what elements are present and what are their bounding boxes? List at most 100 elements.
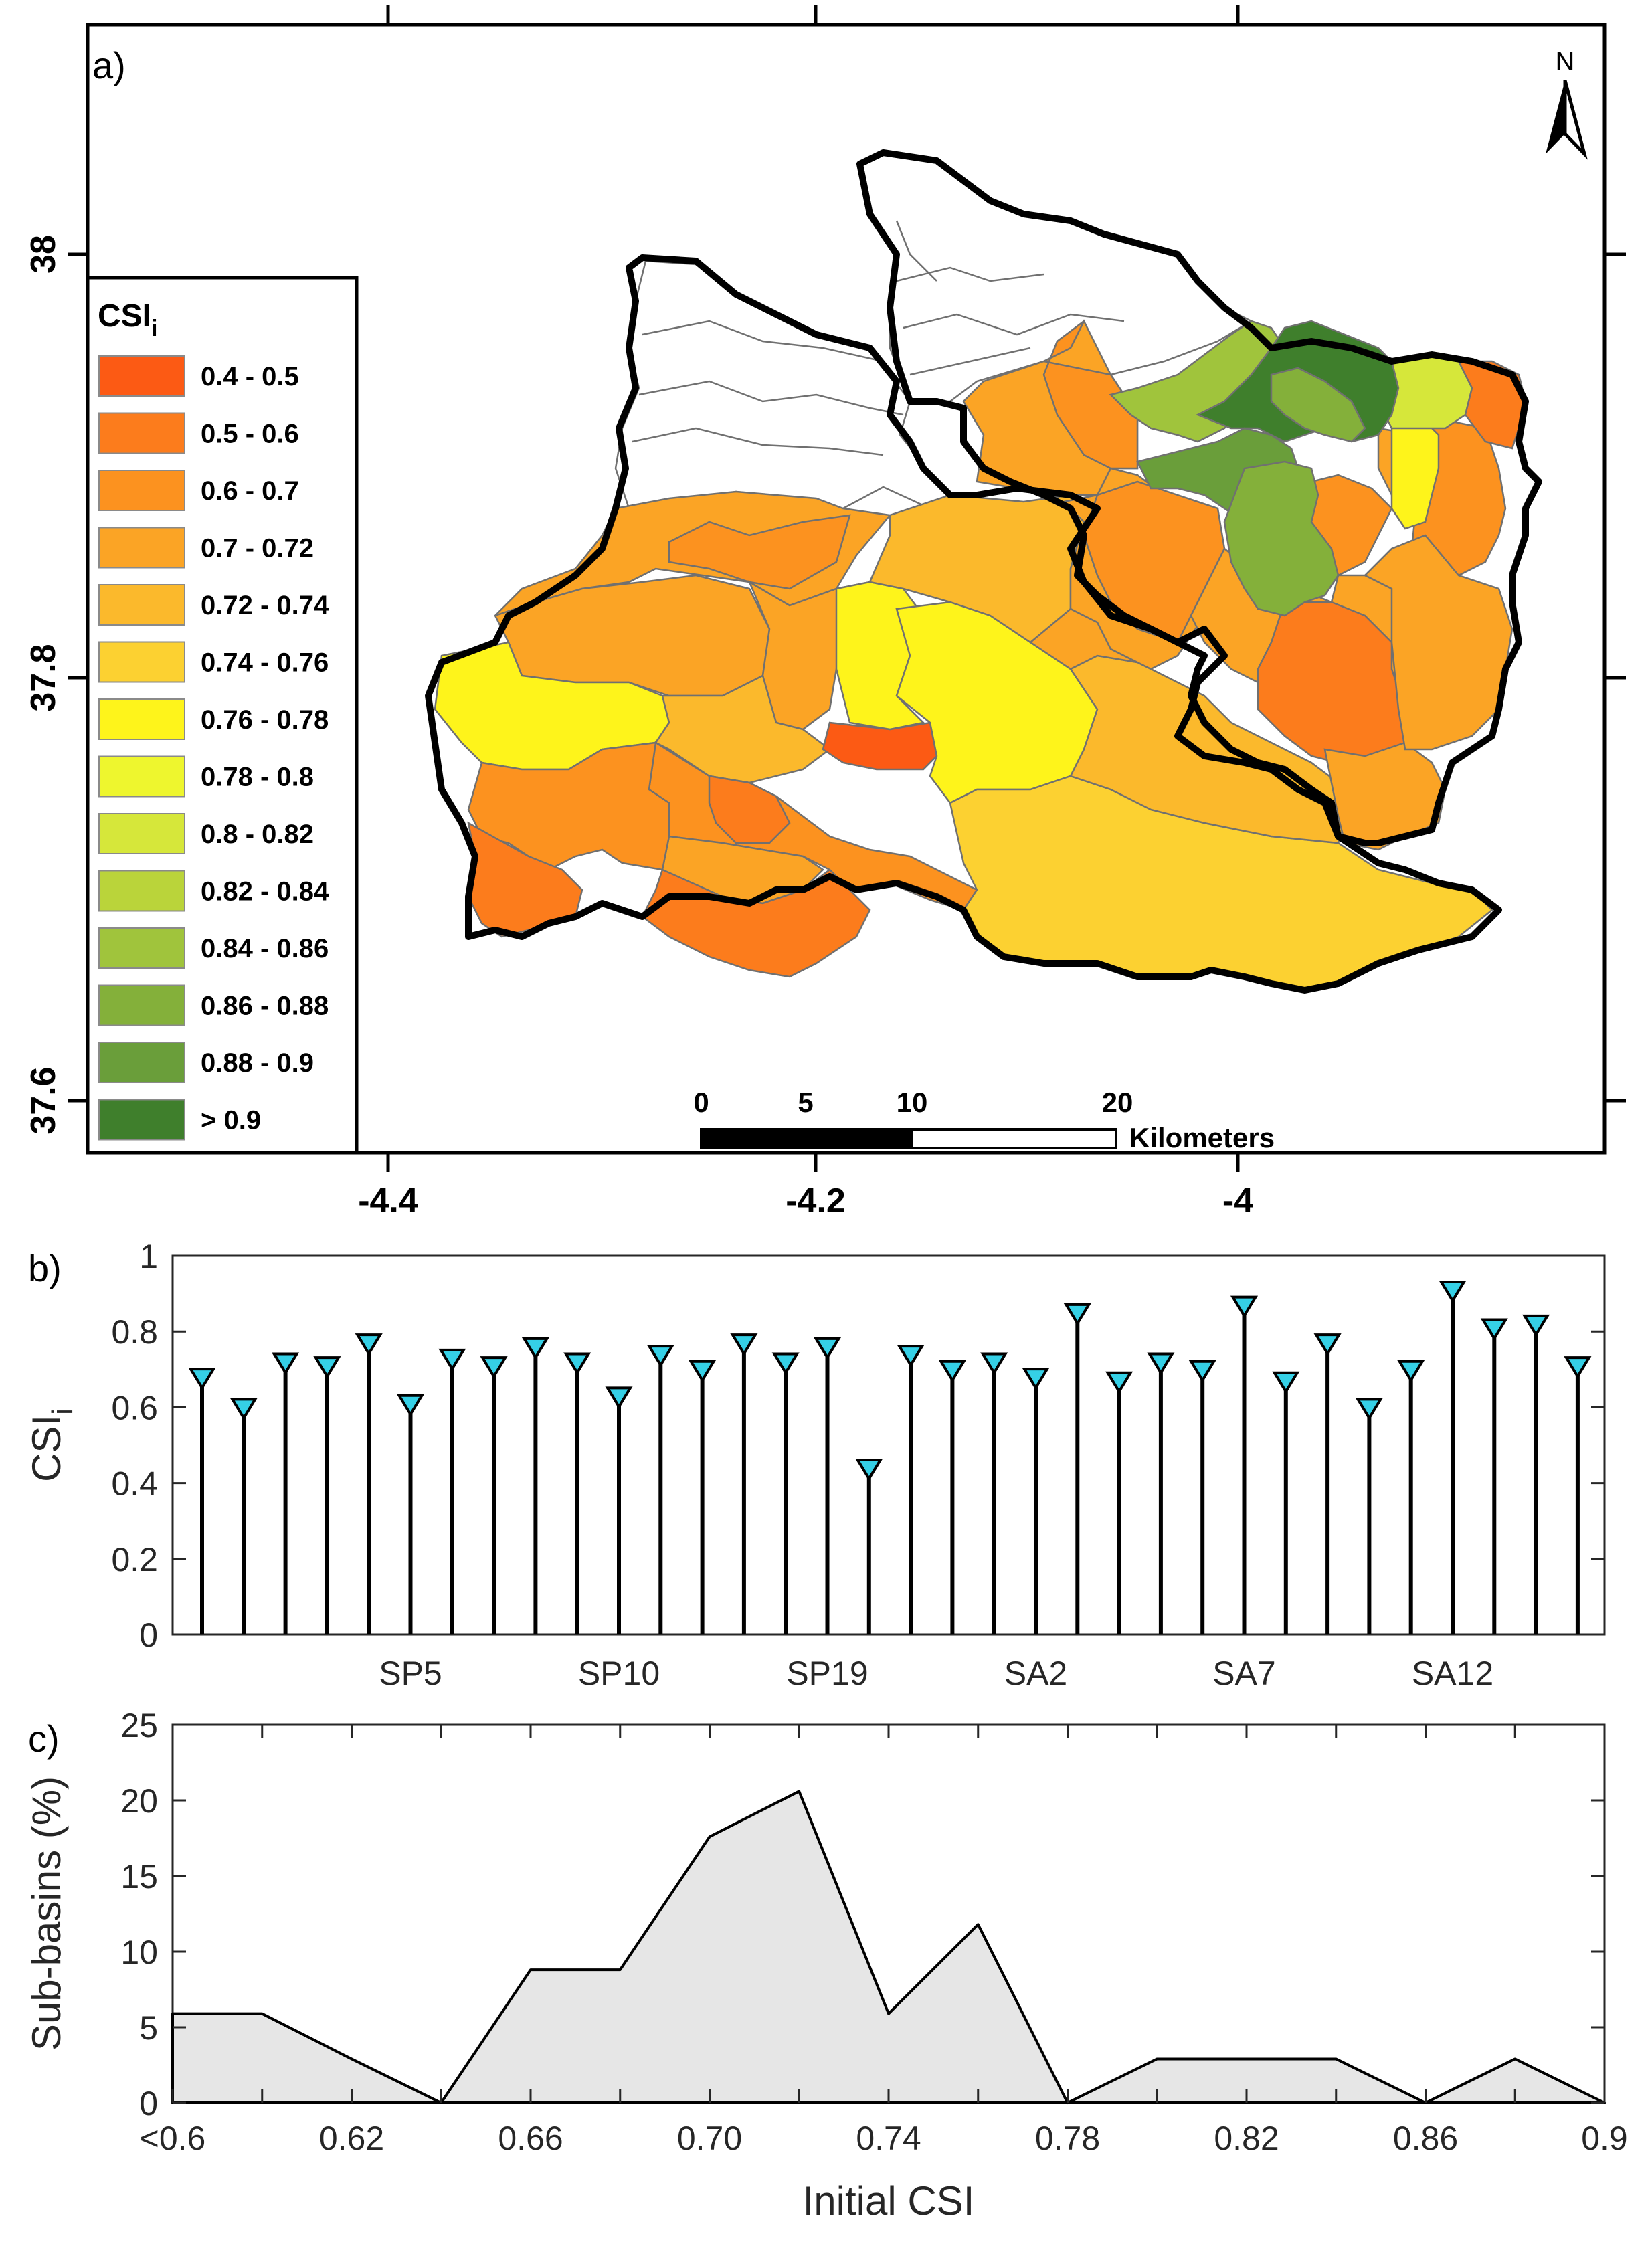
stem-marker [1522, 1314, 1550, 1337]
scale-tick-label: 0 [693, 1087, 709, 1118]
stem-marker [646, 1345, 674, 1368]
legend-item-label: > 0.9 [201, 1106, 261, 1135]
stem-ytick-label: 0.6 [111, 1389, 158, 1426]
scale-unit: Kilometers [1129, 1122, 1275, 1153]
stem-marker [689, 1360, 717, 1383]
legend-swatch [98, 813, 185, 854]
legend-swatch [98, 755, 185, 798]
basin-boundaries [425, 149, 1542, 994]
panel-c: c) 0 5 10 15 20 25 <0.6 0.62 0.66 0.70 0.74 0.78 0.… [24, 1707, 1628, 2223]
stem-ytick-label: 0.2 [111, 1541, 158, 1578]
stem-ytick-label: 0.8 [111, 1313, 158, 1351]
legend-swatch [98, 355, 185, 397]
stem-ylabel: CSIi [24, 1408, 79, 1482]
legend-item-label: 0.8 - 0.82 [201, 820, 314, 849]
stem-ytick-label: 0.4 [111, 1465, 158, 1503]
stem-marker [1063, 1303, 1091, 1326]
legend-item-label: 0.82 - 0.84 [201, 877, 329, 907]
area-xtick-label: 0.86 [1393, 2120, 1458, 2157]
subbasin [1457, 360, 1527, 450]
panel-a: a) 38 37.8 37.6 -4.4 -4.2 -4 [24, 5, 1626, 1220]
legend-swatch [98, 470, 185, 511]
legend-swatch [98, 1042, 185, 1083]
stem-xtick-label: SA2 [1004, 1655, 1068, 1692]
scale-tick-label: 10 [897, 1087, 928, 1118]
legend-item-label: 0.4 - 0.5 [201, 362, 299, 391]
stem-marker [272, 1352, 300, 1376]
map-ytick-label: 37.6 [24, 1066, 63, 1134]
legend-item-label: 0.78 - 0.8 [201, 763, 314, 792]
legend-title: CSIi [98, 298, 157, 341]
legend-item-label: 0.88 - 0.9 [201, 1048, 314, 1078]
map-ytick-label: 37.8 [24, 644, 63, 711]
subbasin [668, 514, 851, 590]
stem-marker [813, 1337, 842, 1360]
area-xtick-label: 0.78 [1035, 2120, 1100, 2157]
stem-marker [1105, 1371, 1133, 1394]
scale-tick-label: 5 [798, 1087, 813, 1118]
area-xtick-label: 0.62 [319, 2120, 384, 2157]
stem-marker [855, 1458, 883, 1481]
legend-swatch [98, 927, 185, 969]
legend-swatch [98, 698, 185, 740]
stem-xtick-label: SA7 [1212, 1655, 1276, 1692]
legend-item-label: 0.74 - 0.76 [201, 648, 329, 678]
stem-marker [771, 1352, 800, 1376]
legend-item-label: 0.84 - 0.86 [201, 934, 329, 963]
area-ytick-label: 20 [120, 1782, 158, 1820]
legend-item-label: 0.86 - 0.88 [201, 992, 329, 1021]
watershed-map [434, 151, 1527, 992]
stem-xtick-label: SP5 [379, 1655, 442, 1692]
map-xtick-label: -4.4 [358, 1182, 418, 1220]
map-xtick-label: -4 [1222, 1182, 1253, 1220]
stem-ytick-label: 0 [139, 1616, 158, 1654]
stem-axes [171, 1254, 1606, 1636]
area-ytick-label: 5 [139, 2009, 158, 2047]
north-arrow-icon [1546, 80, 1565, 154]
stem-marker [1147, 1352, 1175, 1376]
scale-tick-label: 20 [1102, 1087, 1133, 1118]
legend-swatch [98, 584, 185, 626]
map-xtick-label: -4.2 [786, 1182, 846, 1220]
area-ytick-label: 25 [120, 1707, 158, 1744]
north-arrow: N [1546, 47, 1588, 160]
area-xtick-label: 0.82 [1214, 2120, 1279, 2157]
legend-swatch [98, 412, 185, 454]
subbasin [708, 775, 791, 844]
stem-marker [1230, 1295, 1259, 1319]
stem-marker [1188, 1360, 1216, 1383]
stem-marker [1439, 1280, 1467, 1303]
area-xtick-label: 0.70 [677, 2120, 742, 2157]
stem-marker [396, 1394, 425, 1417]
legend-swatch [98, 870, 185, 912]
legend-item-label: 0.5 - 0.6 [201, 419, 299, 449]
stem-marker [1022, 1368, 1050, 1390]
area-xlabel: Initial CSI [803, 2178, 975, 2223]
legend-item-label: 0.6 - 0.7 [201, 476, 299, 506]
area-ytick-label: 15 [120, 1858, 158, 1895]
stem-marker [980, 1352, 1008, 1376]
stem-marker [230, 1398, 258, 1421]
stem-marker [188, 1368, 216, 1390]
legend-item-label: 0.76 - 0.78 [201, 705, 329, 735]
stem-marker [1564, 1356, 1592, 1379]
stem-marker [730, 1333, 758, 1357]
area-ytick-label: 10 [120, 1934, 158, 1971]
stem-marker [438, 1348, 466, 1372]
stem-ytick-label: 1 [139, 1238, 158, 1275]
subbasin [1223, 460, 1340, 617]
legend-swatch [98, 641, 185, 683]
legend-swatch [98, 527, 185, 569]
area-ylabel: Sub-basins (%) [24, 1776, 69, 2051]
panel-c-label: c) [28, 1717, 60, 1760]
scale-bar: 0 5 10 20 Kilometers [693, 1087, 1275, 1153]
area-xtick-label: 0.9 [1581, 2120, 1628, 2157]
subbasin [1270, 367, 1366, 443]
stem-marker [938, 1360, 966, 1383]
legend-item-label: 0.72 - 0.74 [201, 591, 329, 620]
stem-marker [1397, 1360, 1425, 1383]
stem-xtick-label: SP10 [578, 1655, 660, 1692]
panel-a-label: a) [92, 44, 126, 86]
area-xtick-label: <0.6 [140, 2120, 206, 2157]
stem-marker [1313, 1333, 1342, 1357]
